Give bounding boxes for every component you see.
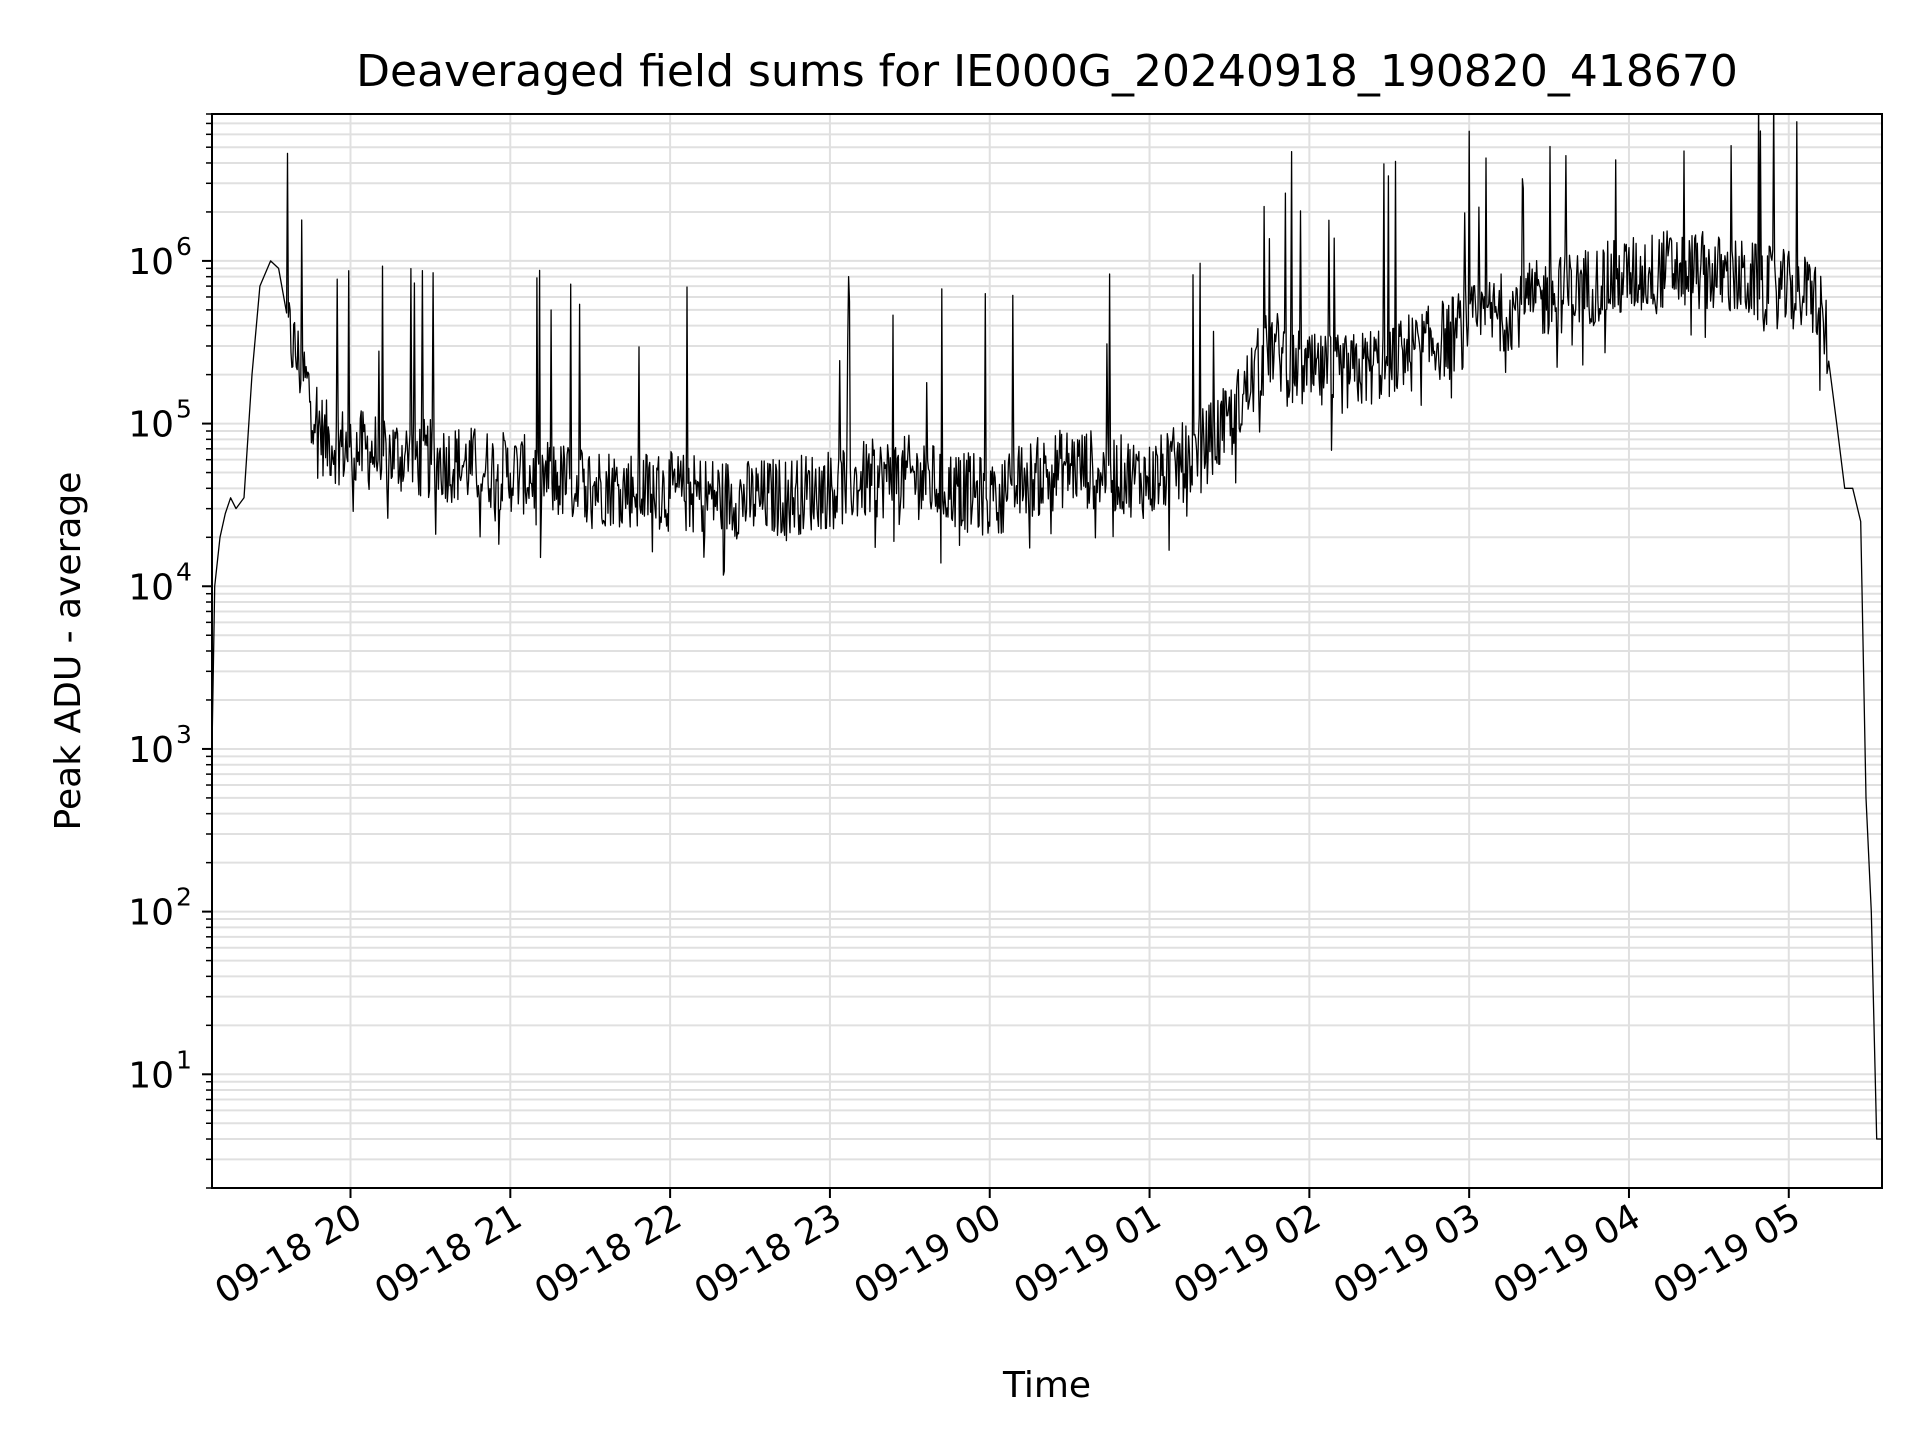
y-axis-label: Peak ADU - average — [48, 472, 89, 831]
grid-layer — [212, 113, 1882, 1189]
y-tick-label: 10 — [128, 730, 174, 771]
y-tick-exponent: 2 — [176, 883, 192, 912]
x-axis-label: Time — [1002, 1365, 1091, 1406]
series-line — [212, 114, 1882, 1140]
y-tick-exponent: 6 — [176, 232, 192, 261]
y-tick-exponent: 3 — [176, 720, 192, 749]
y-tick-label: 10 — [128, 242, 174, 283]
y-tick-label: 10 — [128, 1055, 174, 1096]
y-tick-label: 10 — [128, 405, 174, 446]
plot-area — [212, 114, 1882, 1140]
y-tick-label: 10 — [128, 567, 174, 608]
y-tick-exponent: 5 — [176, 395, 192, 424]
y-tick-exponent: 4 — [176, 557, 192, 586]
y-tick-label: 10 — [128, 893, 174, 934]
y-tick-exponent: 1 — [176, 1045, 192, 1074]
chart-title: Deaveraged field sums for IE000G_2024091… — [356, 46, 1738, 97]
plot-frame — [211, 113, 1883, 1189]
